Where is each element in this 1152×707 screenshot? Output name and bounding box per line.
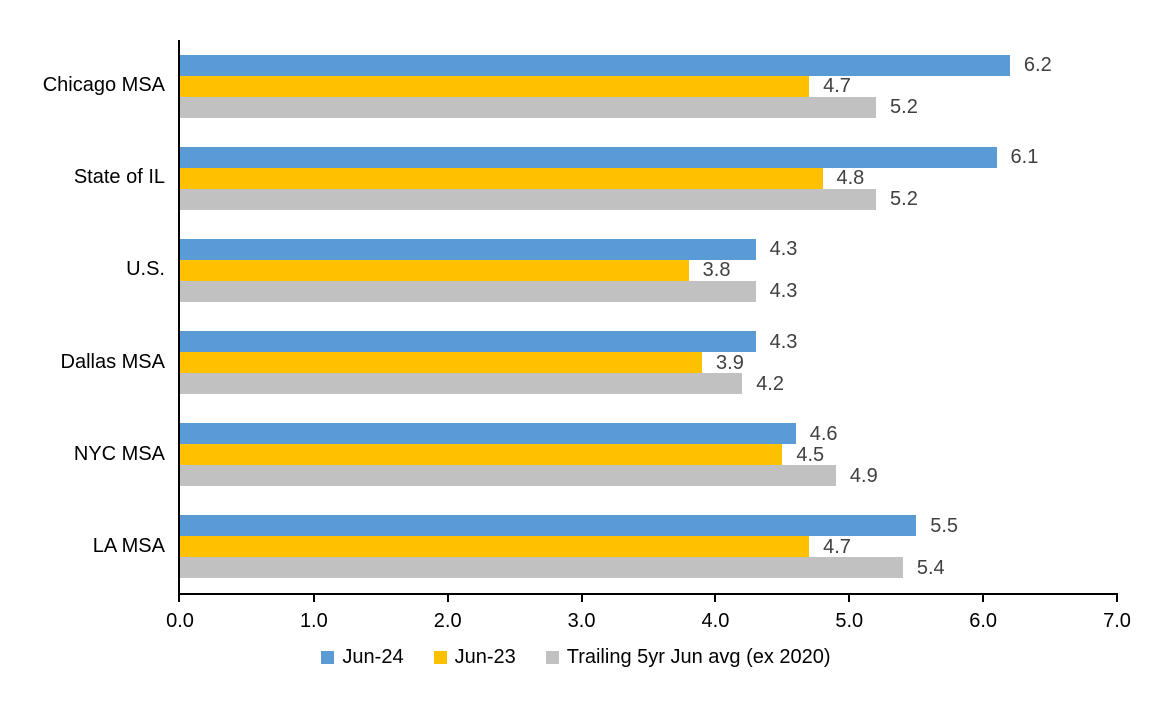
data-label-jun-23-chicago-msa: 4.7 [823,75,851,98]
bar-jun-24-dallas-msa [180,331,756,353]
data-label-jun-24-chicago-msa: 6.2 [1023,54,1052,77]
bar-trailing-5yr-jun-avg-ex-2020-chicago-msa [180,96,877,118]
category-label-la-msa: LA MSA [92,534,165,557]
x-axis-tick-5-0 [848,593,851,602]
data-label-jun-24-la-msa: 5.5 [930,514,959,537]
x-axis-tick-label-2-0: 2.0 [433,610,462,632]
bar-jun-24-state-of-il [180,146,997,168]
legend-label-jun-24: Jun-24 [342,646,404,668]
legend-swatch-jun-24 [321,651,335,664]
x-axis-tick-7-0 [1116,593,1118,602]
bar-jun-23-u-s [180,259,689,281]
bar-trailing-5yr-jun-avg-ex-2020-dallas-msa [180,373,743,395]
x-axis-tick-3-0 [580,593,583,602]
bar-jun-24-chicago-msa [180,54,1010,76]
data-label-trailing-5yr-jun-avg-ex-2020-dallas-msa: 4.2 [756,372,784,395]
data-label-jun-23-u-s: 3.8 [702,259,731,282]
data-label-jun-23-dallas-msa: 3.9 [716,351,744,374]
x-axis-tick-1-0 [312,593,315,602]
x-axis-tick-label-6-0: 6.0 [969,610,998,632]
category-label-chicago-msa: Chicago MSA [42,74,165,97]
x-axis-tick-label-4-0: 4.0 [701,610,730,632]
legend-item-jun-24: Jun-24 [321,646,404,669]
category-label-dallas-msa: Dallas MSA [60,350,165,373]
bar-jun-24-u-s [180,238,756,260]
x-axis-line [178,593,1117,595]
bar-jun-23-chicago-msa [180,75,810,97]
bar-jun-23-nyc-msa [180,444,783,466]
category-label-state-of-il: State of IL [73,166,165,189]
bar-jun-23-state-of-il [180,167,823,189]
legend-swatch-trailing-5yr-jun-avg-ex-2020 [545,651,559,664]
legend: Jun-24 Jun-23 Trailing 5yr Jun avg (ex 202… [0,646,1152,669]
data-label-trailing-5yr-jun-avg-ex-2020-la-msa: 5.4 [916,556,945,579]
bar-trailing-5yr-jun-avg-ex-2020-state-of-il [180,188,877,210]
bar-jun-23-dallas-msa [180,352,703,374]
bar-jun-23-la-msa [180,536,810,558]
legend-label-trailing-5yr-jun-avg-ex-2020: Trailing 5yr Jun avg (ex 2020) [566,646,831,668]
category-label-nyc-msa: NYC MSA [73,442,165,465]
x-axis-tick-label-3-0: 3.0 [567,610,596,632]
legend-swatch-jun-23 [433,651,447,664]
x-axis-tick-2-0 [446,593,449,602]
data-label-jun-23-la-msa: 4.7 [823,535,851,558]
data-label-jun-23-nyc-msa: 4.5 [796,443,825,466]
legend-item-jun-23: Jun-23 [433,646,516,669]
data-label-jun-24-nyc-msa: 4.6 [809,422,838,445]
data-label-jun-24-u-s: 4.3 [769,238,798,261]
x-axis-tick-label-1-0: 1.0 [299,610,328,632]
x-axis-tick-4-0 [714,593,717,602]
bar-trailing-5yr-jun-avg-ex-2020-nyc-msa [180,465,836,487]
data-label-trailing-5yr-jun-avg-ex-2020-state-of-il: 5.2 [890,188,918,211]
data-label-jun-23-state-of-il: 4.8 [836,167,865,190]
x-axis-tick-label-7-0: 7.0 [1103,610,1131,632]
data-label-trailing-5yr-jun-avg-ex-2020-u-s: 4.3 [769,280,798,303]
data-label-trailing-5yr-jun-avg-ex-2020-chicago-msa: 5.2 [890,96,918,119]
x-axis-tick-6-0 [982,593,985,602]
category-label-u-s: U.S. [126,258,165,281]
bar-trailing-5yr-jun-avg-ex-2020-u-s [180,280,756,302]
bar-trailing-5yr-jun-avg-ex-2020-la-msa [180,557,903,579]
x-axis-tick-label-5-0: 5.0 [835,610,864,632]
bar-jun-24-nyc-msa [180,423,796,445]
y-axis-line [178,40,180,602]
legend-label-jun-23: Jun-23 [454,646,516,668]
data-label-trailing-5yr-jun-avg-ex-2020-nyc-msa: 4.9 [849,464,878,487]
legend-item-trailing-5yr-jun-avg-ex-2020: Trailing 5yr Jun avg (ex 2020) [545,646,831,669]
x-axis-tick-label-0-0: 0.0 [166,610,194,632]
data-label-jun-24-state-of-il: 6.1 [1010,146,1039,169]
data-label-jun-24-dallas-msa: 4.3 [769,330,798,353]
bar-jun-24-la-msa [180,515,917,537]
